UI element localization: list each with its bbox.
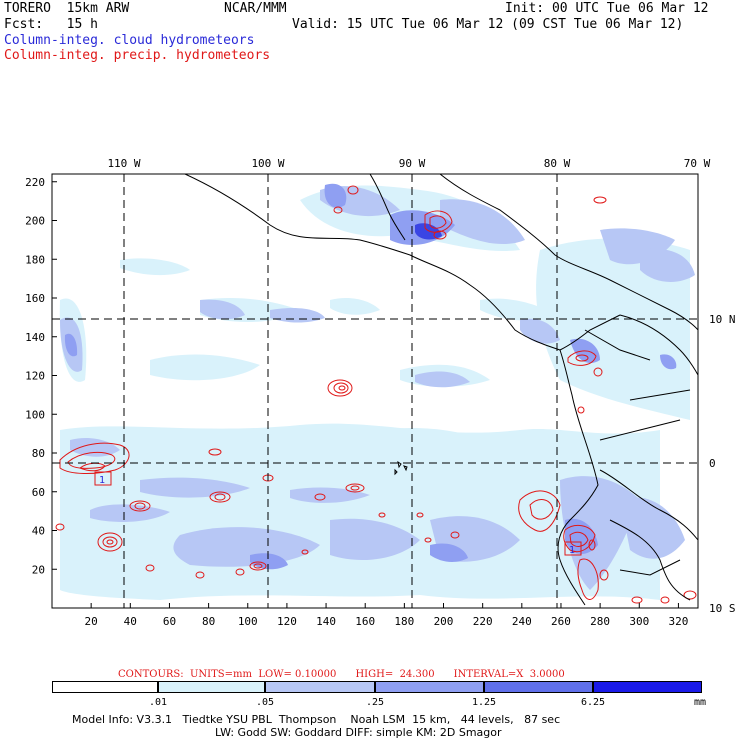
x-tick-label: 120 bbox=[277, 615, 297, 628]
forecast-hour: Fcst: 15 h bbox=[4, 17, 98, 32]
colorbar-label-4: 1.25 bbox=[471, 697, 497, 708]
x-tick-label: 100 bbox=[238, 615, 258, 628]
lat-label-10s: 10 S bbox=[709, 602, 736, 615]
model-info-line2: LW: Godd SW: Goddard DIFF: simple KM: 2D… bbox=[215, 726, 502, 739]
colorbar-cell-6 bbox=[593, 681, 702, 693]
colorbar-cell-4 bbox=[375, 681, 484, 693]
y-tick-labels: 220 200 180 160 140 120 100 80 60 40 20 bbox=[25, 176, 45, 577]
init-time: Init: 00 UTC Tue 06 Mar 12 bbox=[505, 1, 709, 16]
colorbar-label-1: .01 bbox=[148, 697, 168, 708]
colorbar-label-5: 6.25 bbox=[580, 697, 606, 708]
lon-label-90w: 90 W bbox=[399, 157, 426, 170]
lon-label-70w: 70 W bbox=[684, 157, 711, 170]
y-tick-label: 200 bbox=[25, 215, 45, 228]
x-tick-label: 180 bbox=[394, 615, 414, 628]
shaded-fields bbox=[59, 183, 695, 600]
station-label-2: 1 bbox=[569, 545, 575, 556]
x-tick-label: 300 bbox=[629, 615, 649, 628]
x-tick-label: 60 bbox=[163, 615, 176, 628]
coastlines bbox=[184, 174, 698, 606]
lat-lon-grid bbox=[52, 174, 698, 608]
field-cloud-label: Column-integ. cloud hydrometeors bbox=[4, 33, 255, 48]
x-tick-label: 260 bbox=[551, 615, 571, 628]
model-info-line1: Model Info: V3.3.1 Tiedtke YSU PBL Thomp… bbox=[72, 713, 561, 726]
x-tick-labels: 20 40 60 80 100 120 140 160 180 200 220 240 260 280 30… bbox=[85, 615, 689, 628]
field-precip-label: Column-integ. precip. hydrometeors bbox=[4, 48, 271, 63]
lat-label-0: 0 bbox=[709, 457, 716, 470]
x-tick-label: 240 bbox=[512, 615, 532, 628]
colorbar-cell-5 bbox=[484, 681, 593, 693]
lon-label-110w: 110 W bbox=[107, 157, 140, 170]
x-tick-label: 160 bbox=[355, 615, 375, 628]
colorbar-label-3: .25 bbox=[365, 697, 385, 708]
y-tick-label: 220 bbox=[25, 176, 45, 189]
x-tick-label: 40 bbox=[124, 615, 137, 628]
lat-label-10n: 10 N bbox=[709, 313, 736, 326]
y-tick-label: 100 bbox=[25, 408, 45, 421]
y-tick-label: 20 bbox=[32, 563, 45, 576]
x-tick-label: 20 bbox=[85, 615, 98, 628]
precip-contours bbox=[55, 185, 697, 604]
y-tick-label: 60 bbox=[32, 486, 45, 499]
colorbar-unit: mm bbox=[693, 697, 707, 708]
model-title: TORERO 15km ARW bbox=[4, 1, 130, 16]
colorbar-cell-2 bbox=[158, 681, 265, 693]
station-label-1: 1 bbox=[99, 475, 105, 486]
valid-time: Valid: 15 UTC Tue 06 Mar 12 (09 CST Tue … bbox=[292, 17, 684, 32]
x-tick-label: 320 bbox=[668, 615, 688, 628]
y-tick-label: 80 bbox=[32, 447, 45, 460]
org-label: NCAR/MMM bbox=[224, 1, 287, 16]
lon-label-80w: 80 W bbox=[544, 157, 571, 170]
x-tick-label: 280 bbox=[590, 615, 610, 628]
y-tick-label: 40 bbox=[32, 525, 45, 538]
plot-frame bbox=[51, 173, 699, 609]
y-tick-label: 160 bbox=[25, 292, 45, 305]
x-tick-label: 200 bbox=[434, 615, 454, 628]
colorbar-label-2: .05 bbox=[255, 697, 275, 708]
y-tick-label: 120 bbox=[25, 370, 45, 383]
y-tick-label: 180 bbox=[25, 253, 45, 266]
colorbar-cell-1 bbox=[52, 681, 158, 693]
axis-ticks bbox=[52, 181, 679, 608]
station-markers bbox=[94, 471, 582, 556]
lon-label-100w: 100 W bbox=[251, 157, 284, 170]
x-tick-label: 220 bbox=[473, 615, 493, 628]
contours-info: CONTOURS: UNITS=mm LOW= 0.10000 HIGH= 24… bbox=[118, 669, 565, 680]
colorbar-cell-3 bbox=[265, 681, 375, 693]
x-tick-label: 140 bbox=[316, 615, 336, 628]
y-tick-label: 140 bbox=[25, 331, 45, 344]
x-tick-label: 80 bbox=[202, 615, 215, 628]
